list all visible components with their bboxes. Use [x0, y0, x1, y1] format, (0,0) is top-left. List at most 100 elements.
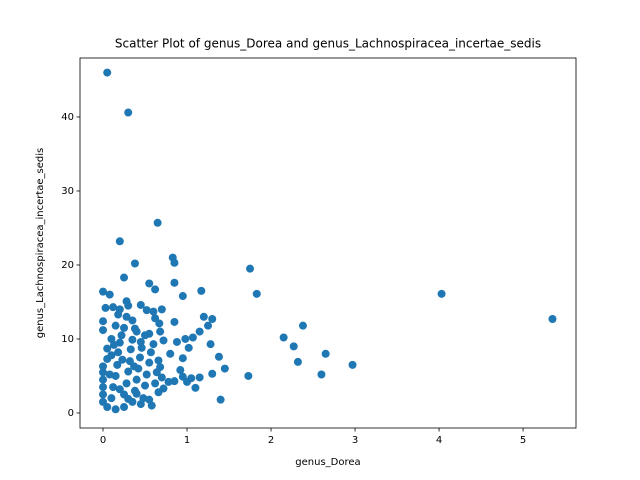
point: [124, 367, 133, 376]
point: [124, 394, 133, 403]
point: [317, 370, 326, 379]
point: [105, 370, 114, 379]
point: [157, 373, 166, 382]
y-tick-label: 20: [61, 260, 74, 271]
point: [99, 383, 108, 392]
point: [195, 327, 204, 336]
point: [170, 317, 179, 326]
point: [548, 314, 557, 323]
point: [279, 333, 288, 342]
point: [183, 377, 192, 386]
point: [113, 360, 122, 369]
point: [159, 336, 168, 345]
point: [132, 375, 141, 384]
point: [142, 306, 151, 315]
point: [141, 331, 150, 340]
point: [204, 321, 213, 330]
point: [109, 340, 118, 349]
point: [111, 405, 120, 414]
point: [142, 370, 151, 379]
point: [195, 373, 204, 382]
point: [153, 218, 162, 227]
point: [159, 384, 168, 393]
point: [109, 383, 118, 392]
point: [99, 326, 108, 335]
point: [101, 303, 110, 312]
point: [103, 68, 112, 77]
point: [105, 290, 114, 299]
x-tick-label: 5: [520, 435, 526, 446]
point: [178, 292, 187, 301]
plot-frame: [79, 57, 577, 429]
x-tick-label: 1: [184, 435, 190, 446]
point: [128, 316, 137, 325]
point: [136, 337, 145, 346]
point: [114, 348, 123, 357]
point: [208, 314, 217, 323]
point: [120, 323, 129, 332]
point: [178, 354, 187, 363]
point: [170, 377, 179, 386]
y-tick-label: 30: [61, 186, 74, 197]
point: [107, 394, 116, 403]
point: [128, 335, 137, 344]
y-tick-label: 40: [61, 112, 74, 123]
point: [115, 237, 124, 246]
point: [126, 345, 135, 354]
point: [146, 348, 155, 357]
point: [348, 360, 357, 369]
point: [120, 273, 129, 282]
point: [151, 379, 160, 388]
point: [99, 375, 108, 384]
point: [181, 334, 190, 343]
point: [109, 303, 118, 312]
point: [145, 395, 154, 404]
point: [118, 355, 127, 364]
point: [214, 352, 223, 361]
point: [170, 278, 179, 287]
point: [188, 333, 197, 342]
point: [107, 351, 116, 360]
point: [122, 379, 131, 388]
y-tick-label: 0: [68, 408, 74, 419]
point: [99, 287, 108, 296]
point: [252, 289, 261, 298]
point: [132, 327, 141, 336]
point: [99, 390, 108, 399]
point: [220, 364, 229, 373]
point: [130, 362, 139, 371]
point: [155, 319, 164, 328]
point: [293, 357, 302, 366]
point: [244, 371, 253, 380]
point: [184, 343, 193, 352]
point: [206, 340, 215, 349]
point: [191, 383, 200, 392]
point: [114, 310, 123, 319]
point: [172, 337, 181, 346]
point: [289, 342, 298, 351]
x-tick-label: 0: [100, 435, 106, 446]
point: [136, 300, 145, 309]
point: [137, 343, 146, 352]
point: [115, 385, 124, 394]
point: [321, 349, 330, 358]
point: [197, 286, 206, 295]
chart-title: Scatter Plot of genus_Dorea and genus_La…: [115, 37, 541, 51]
point: [124, 108, 133, 117]
y-axis-label: genus_Lachnospiracea_incertae_sedis: [35, 148, 46, 339]
point: [120, 403, 129, 412]
x-axis-label: genus_Dorea: [295, 457, 360, 468]
point: [130, 259, 139, 268]
point: [156, 363, 165, 372]
point: [99, 368, 108, 377]
point: [145, 279, 154, 288]
point: [246, 264, 255, 273]
point: [156, 327, 165, 336]
point: [149, 340, 158, 349]
point: [157, 305, 166, 314]
x-tick-label: 4: [436, 435, 442, 446]
point: [208, 369, 217, 378]
point: [149, 307, 158, 316]
point: [164, 377, 173, 386]
